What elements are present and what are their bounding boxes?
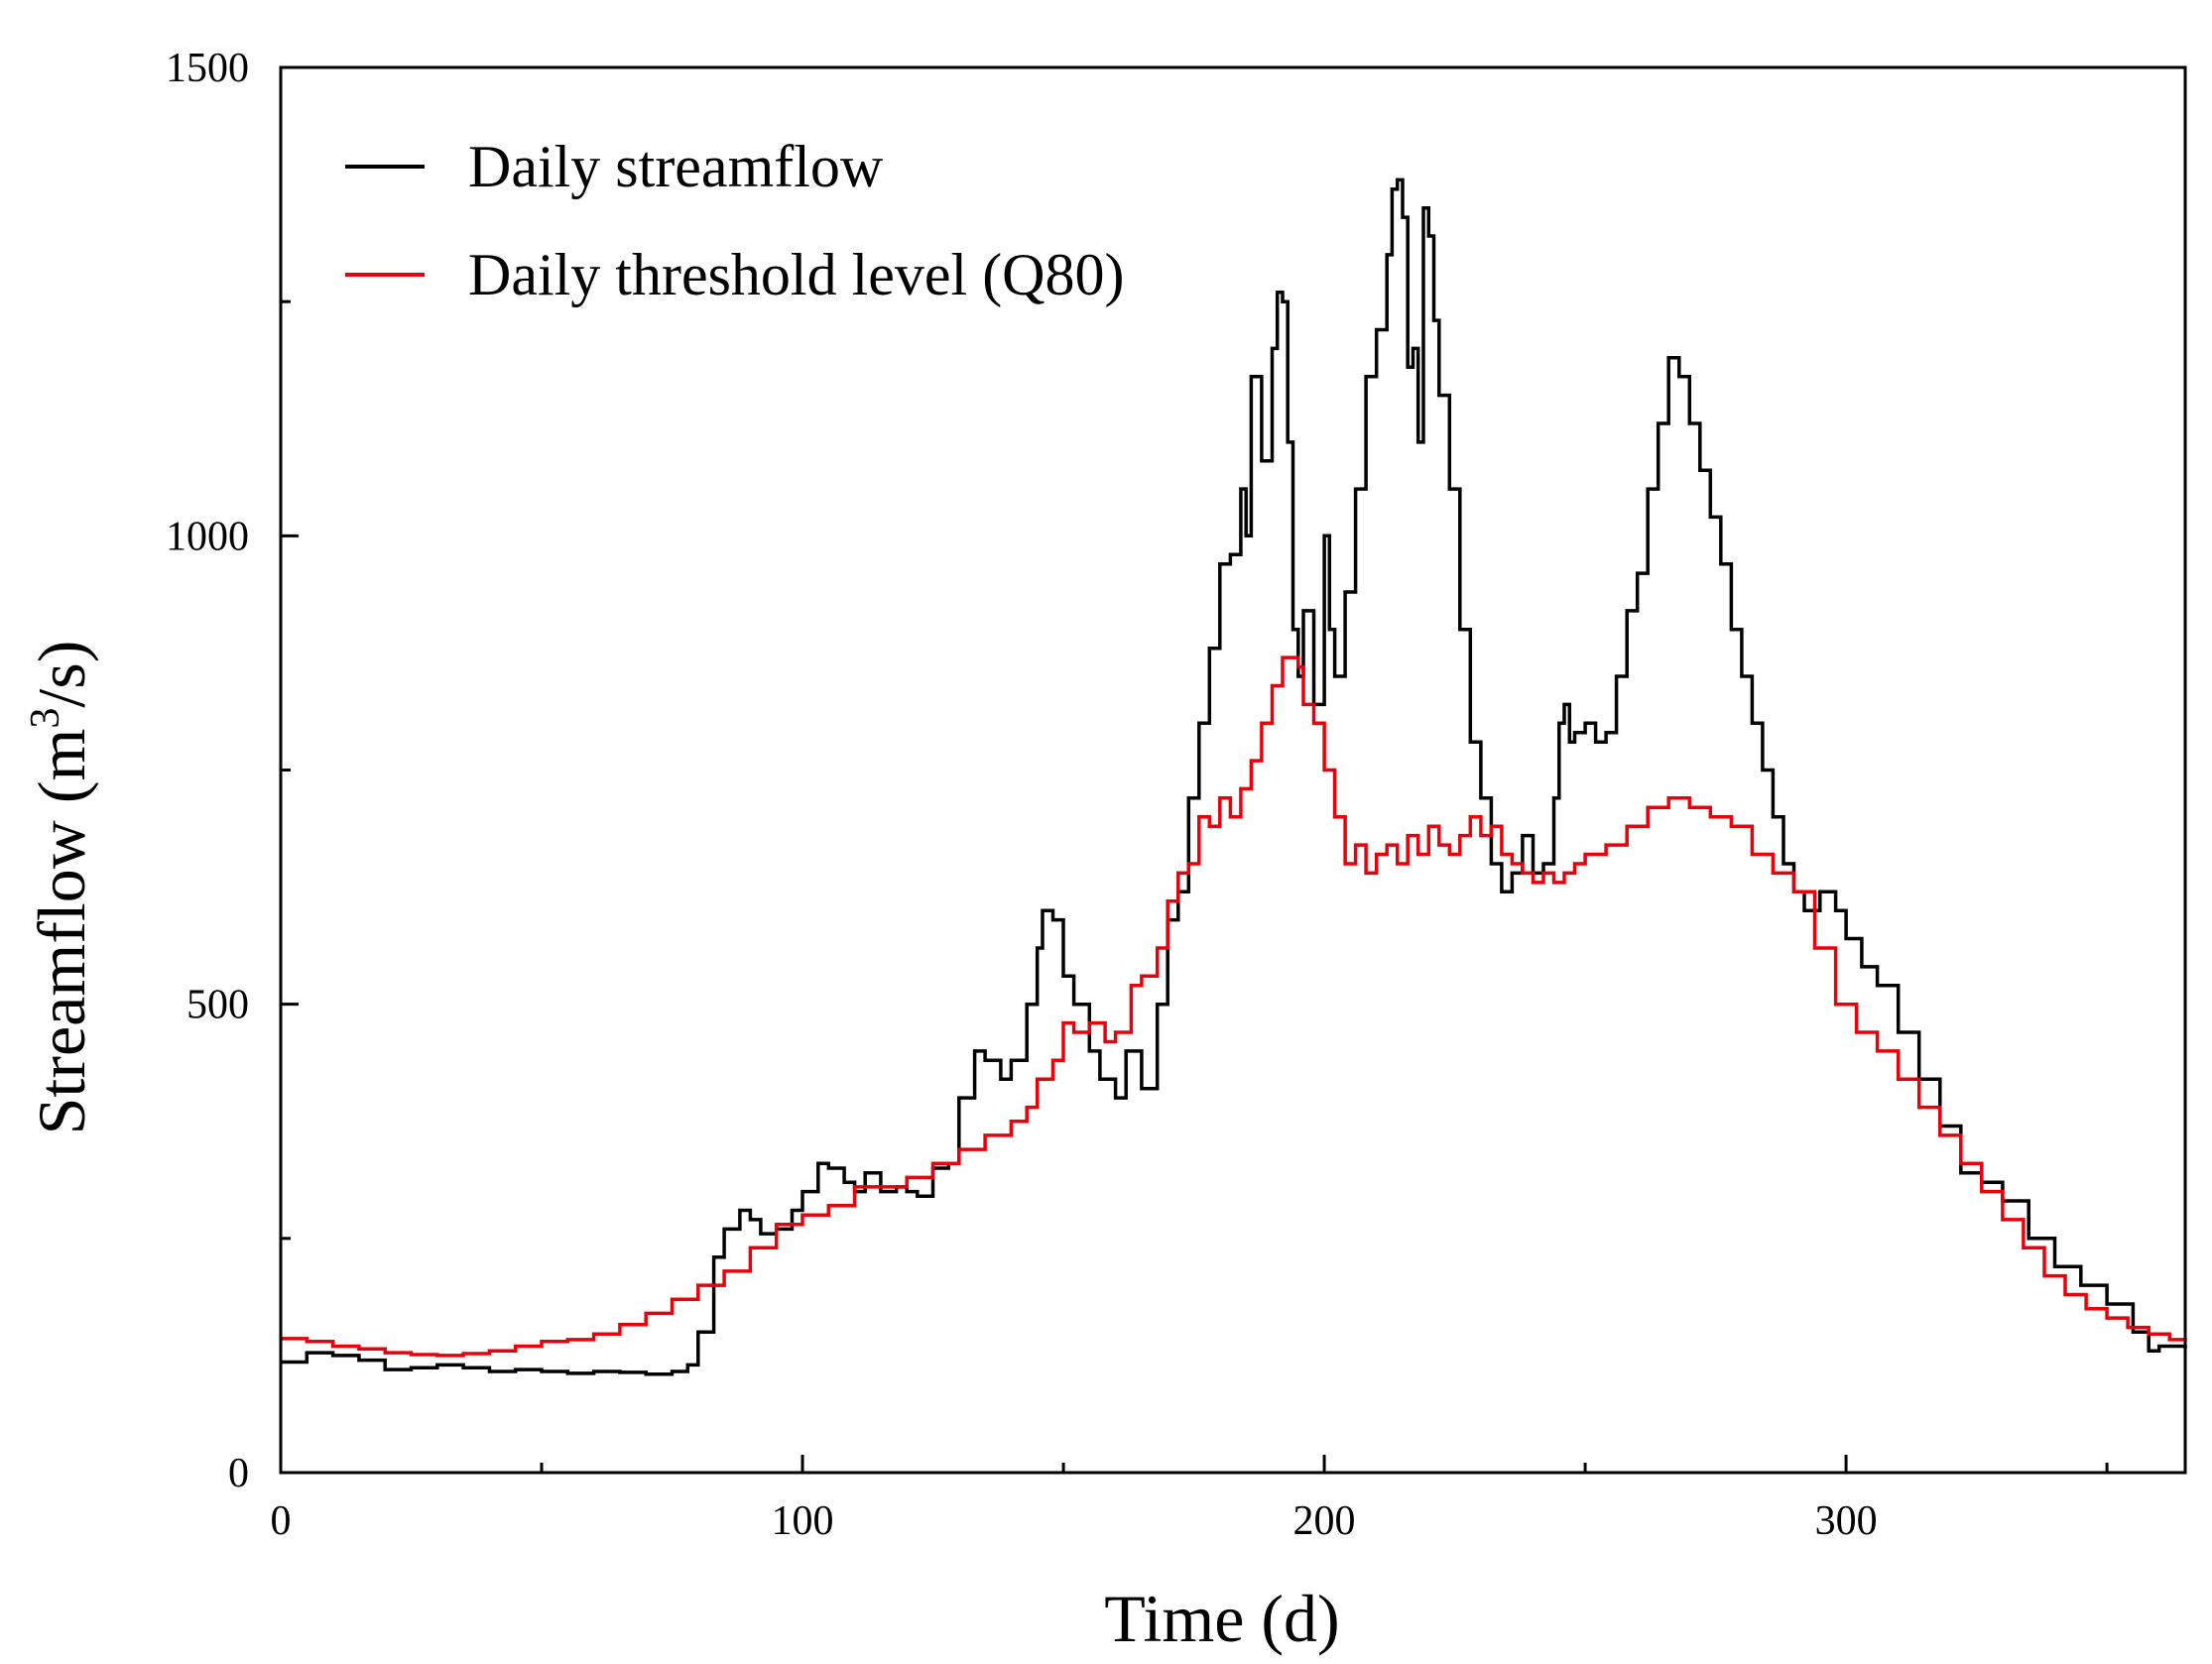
x-tick-label: 300 — [1815, 1498, 1878, 1544]
tick-labels: 0 100 200 300 0 500 1000 1500 — [166, 46, 1878, 1544]
series-line-daily-streamflow — [281, 178, 2187, 1376]
x-tick-label: 100 — [772, 1498, 834, 1544]
legend-label-daily-streamflow: Daily streamflow — [468, 134, 884, 199]
x-tick-label: 200 — [1293, 1498, 1356, 1544]
y-tick-label: 1500 — [166, 46, 249, 91]
series-layer — [281, 178, 2187, 1376]
y-axis-title: Streamflow (m3/s) — [23, 641, 99, 1135]
legend-label-daily-threshold: Daily threshold level (Q80) — [468, 242, 1125, 307]
x-tick-label: 0 — [271, 1498, 292, 1544]
series-line-daily-threshold — [281, 655, 2187, 1358]
y-tick-label: 1000 — [166, 514, 249, 559]
legend: Daily streamflow Daily threshold level (… — [345, 134, 1125, 307]
y-tick-label: 500 — [186, 983, 249, 1028]
y-axis-title-superscript: 3 — [23, 708, 68, 729]
x-axis-title: Time (d) — [1104, 1581, 1339, 1656]
y-tick-label: 0 — [228, 1451, 249, 1496]
plot-frame — [279, 65, 2187, 1475]
